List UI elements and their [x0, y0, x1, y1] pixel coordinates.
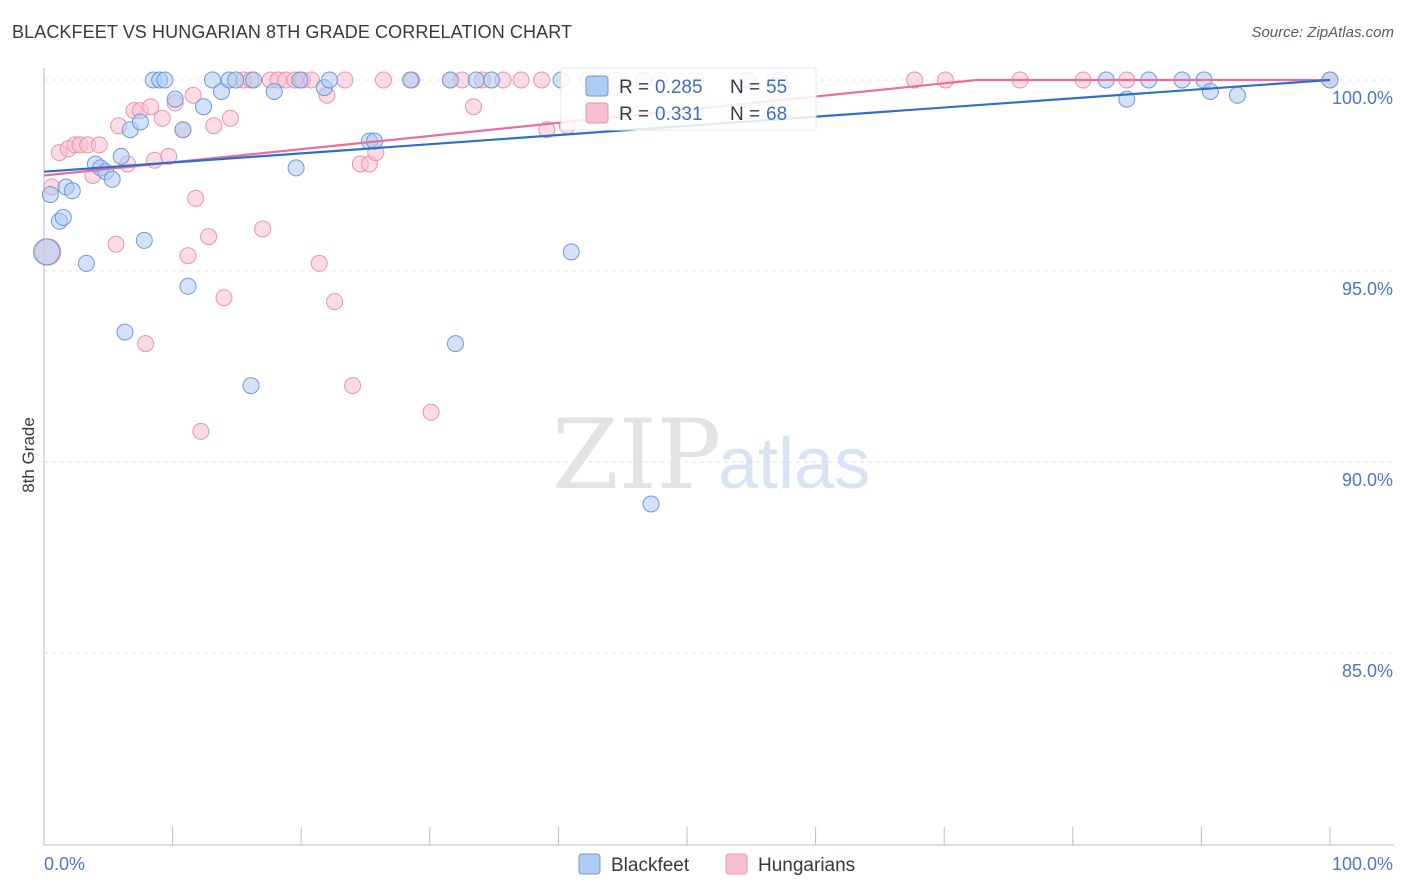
blackfeet-point-9 [103, 170, 121, 188]
watermark-zip: ZIP [552, 399, 721, 511]
y-tick-label-2: 90.0% [1342, 470, 1393, 490]
hungarian-point-30 [254, 220, 272, 238]
blackfeet-point-36 [441, 71, 459, 89]
blackfeet-point-51 [1201, 83, 1219, 100]
blackfeet-point-22 [204, 71, 221, 89]
source-credit: Source: ZipAtlas.com [1251, 24, 1394, 41]
blackfeet-legend-label: Blackfeet [611, 855, 690, 876]
x-tick-label-1: 100.0% [1332, 854, 1393, 874]
hungarian-point-45 [375, 71, 392, 89]
hungarian-point-9 [107, 235, 125, 253]
blackfeet-point-21 [195, 98, 212, 116]
stats-legend: R = 0.285 N = 55 R = 0.331 N = 68 [560, 67, 817, 131]
hungarian-point-54 [533, 71, 551, 89]
y-tick-labels: 100.0% 95.0% 90.0% 85.0% [1332, 88, 1393, 681]
blackfeet-point-43 [642, 495, 660, 513]
hungarian-point-27 [222, 109, 239, 127]
blackfeet-point-13 [135, 231, 153, 249]
blackfeet-point-29 [291, 71, 309, 89]
hungarian-point-39 [326, 293, 344, 311]
hungarian-bottom-swatch [725, 853, 748, 875]
hungarian-r-value: 0.331 [655, 104, 703, 125]
y-tick-label-0: 100.0% [1332, 88, 1393, 108]
blackfeet-legend-swatch [585, 75, 609, 97]
hungarian-point-26 [215, 289, 233, 307]
blackfeet-point-4 [54, 209, 72, 226]
hungarian-point-53 [512, 71, 530, 89]
hungarian-point-37 [310, 254, 328, 272]
hungarian-point-8 [90, 136, 108, 154]
blackfeet-point-32 [321, 71, 338, 89]
chart-title: BLACKFEET VS HUNGARIAN 8TH GRADE CORRELA… [12, 22, 573, 42]
blackfeet-point-52 [1228, 86, 1246, 104]
blackfeet-point-25 [227, 71, 245, 89]
blackfeet-bottom-swatch [578, 853, 601, 875]
y-tick-label-1: 95.0% [1342, 279, 1393, 299]
blackfeet-point-0 [41, 186, 59, 204]
hungarian-point-14 [142, 98, 160, 116]
x-tick-labels: 0.0% 100.0% [44, 854, 1393, 874]
blackfeet-point-19 [174, 121, 192, 139]
hungarian-point-25 [205, 117, 223, 135]
grid-lines [44, 79, 1394, 654]
hungarian-point-23 [192, 422, 210, 440]
blackfeet-point-30 [287, 159, 305, 177]
blackfeet-point-14 [116, 323, 134, 341]
hungarian-point-21 [184, 86, 202, 104]
y-tick-label-3: 85.0% [1342, 661, 1393, 681]
hungarian-point-41 [344, 377, 362, 395]
blackfeet-point-3 [63, 182, 81, 200]
hungarian-point-48 [422, 403, 440, 421]
hungarian-point-24 [200, 228, 218, 246]
x-tick-label-0: 0.0% [44, 854, 85, 874]
blackfeet-n-label: N = [730, 77, 765, 98]
watermark-atlas: atlas [718, 424, 870, 504]
hungarian-point-22 [187, 189, 205, 207]
blackfeet-r-value: 0.285 [655, 77, 703, 98]
blackfeet-point-35 [402, 71, 419, 89]
y-axis-title: 8th Grade [19, 417, 38, 493]
blackfeet-point-27 [242, 377, 260, 395]
hungarian-point-62 [937, 71, 954, 89]
hungarian-trend-line [43, 78, 1330, 177]
blackfeet-point-5 [77, 254, 95, 272]
hungarian-r-label: R = [619, 104, 654, 125]
blackfeet-point-18 [166, 90, 184, 108]
blackfeet-point-26 [245, 71, 263, 89]
hungarian-point-40 [336, 71, 354, 89]
hungarian-point-20 [179, 247, 197, 265]
hungarian-point-50 [465, 98, 482, 116]
blackfeet-point-37 [467, 71, 485, 89]
hungarian-point-17 [160, 147, 178, 165]
blackfeet-point-54 [33, 238, 61, 266]
blackfeet-point-38 [483, 71, 500, 89]
hungarian-point-16 [153, 109, 171, 127]
hungarian-point-67 [137, 335, 155, 353]
blackfeet-point-39 [447, 335, 464, 353]
hungarian-n-value: 68 [766, 104, 787, 125]
blackfeet-point-10 [112, 147, 130, 165]
hungarian-point-61 [906, 71, 924, 89]
blackfeet-n-value: 55 [766, 77, 787, 98]
hungarian-legend-label: Hungarians [758, 855, 855, 876]
blackfeet-point-20 [179, 277, 197, 295]
series-legend: Blackfeet Hungarians [578, 853, 855, 876]
blackfeet-point-28 [265, 83, 283, 100]
blackfeet-point-41 [562, 243, 580, 261]
hungarian-legend-swatch [585, 102, 609, 124]
blackfeet-point-17 [156, 71, 174, 89]
blackfeet-r-label: R = [619, 77, 654, 98]
hungarian-point-56 [538, 121, 556, 139]
hungarian-n-label: N = [730, 104, 765, 125]
blackfeet-point-12 [131, 113, 149, 131]
